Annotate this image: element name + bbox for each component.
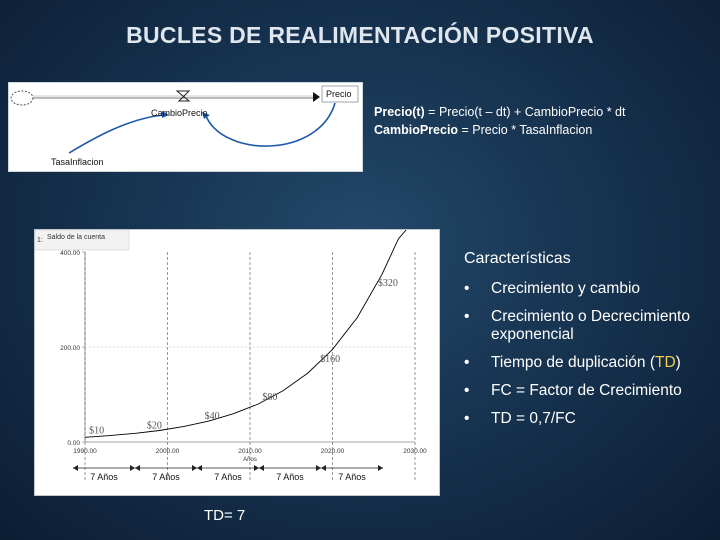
bullet-icon: • bbox=[464, 308, 470, 325]
feature-item: • Tiempo de duplicación (TD) bbox=[464, 354, 681, 371]
stock-box bbox=[321, 85, 359, 103]
interval-arrowhead bbox=[197, 465, 202, 471]
chart-panel-number: 1: bbox=[37, 237, 43, 244]
stock-label: Precio bbox=[326, 89, 352, 99]
doubling-time-label: TD= 7 bbox=[204, 507, 246, 524]
bullet-icon: • bbox=[464, 354, 470, 371]
data-label: $40 bbox=[205, 411, 220, 422]
interval-arrowhead bbox=[192, 465, 197, 471]
x-tick-label: 2020.00 bbox=[321, 448, 345, 455]
converter-label: TasaInflacion bbox=[51, 157, 104, 167]
equation-1-rhs: = Precio(t – dt) + CambioPrecio * dt bbox=[424, 105, 626, 119]
flow-label: CambioPrecio bbox=[151, 108, 208, 118]
feature-item: • Crecimiento y cambio bbox=[464, 280, 641, 297]
x-tick-label: 2010.00 bbox=[238, 448, 262, 455]
bullet-icon: • bbox=[464, 280, 470, 297]
y-tick-label: 0.00 bbox=[67, 440, 80, 447]
feedback-connector bbox=[205, 102, 336, 147]
cloud-icon bbox=[10, 90, 34, 106]
converter-connector bbox=[68, 114, 165, 154]
feature-item: • TD = 0,7/FC bbox=[464, 410, 576, 427]
data-label: $320 bbox=[378, 278, 398, 289]
interval-arrowhead bbox=[73, 465, 78, 471]
interval-label: 7 Años bbox=[276, 472, 304, 482]
flow-arrow-icon bbox=[313, 92, 320, 102]
growth-chart: 1: Saldo de la cuenta 400.00 200.00 0.00 1990… bbox=[34, 229, 440, 496]
data-label: $80 bbox=[262, 392, 277, 403]
interval-arrowhead bbox=[254, 465, 259, 471]
y-tick-label: 400.00 bbox=[60, 250, 80, 257]
chart-title: Saldo de la cuenta bbox=[47, 234, 105, 241]
data-label: $160 bbox=[320, 354, 340, 365]
interval-arrowhead bbox=[130, 465, 135, 471]
equation-1-lhs: Precio(t) bbox=[374, 105, 425, 119]
x-axis-label: Años bbox=[243, 457, 257, 463]
bullet-icon: • bbox=[464, 382, 470, 399]
interval-label: 7 Años bbox=[152, 472, 180, 482]
equation-2-rhs: = Precio * TasaInflacion bbox=[458, 123, 593, 137]
chart-header bbox=[35, 230, 130, 251]
y-tick-label: 200.00 bbox=[60, 345, 80, 352]
interval-arrowhead bbox=[259, 465, 264, 471]
interval-label: 7 Años bbox=[214, 472, 242, 482]
interval-arrowhead bbox=[321, 465, 326, 471]
features-list: • Crecimiento y cambio • Crecimiento o Dec… bbox=[464, 280, 714, 428]
x-tick-label: 1990.00 bbox=[73, 448, 97, 455]
data-label: $20 bbox=[147, 421, 162, 432]
equation-2: CambioPrecio = Precio * TasaInflacion bbox=[374, 121, 625, 139]
stock-flow-diagram: Precio CambioPrecio TasaInflacion bbox=[8, 82, 363, 172]
interval-arrowhead bbox=[378, 465, 383, 471]
x-tick-label: 2030.00 bbox=[403, 448, 427, 455]
interval-arrowhead bbox=[316, 465, 321, 471]
feature-item: • Crecimiento o Decrecimiento exponencial bbox=[464, 308, 690, 343]
bullet-icon: • bbox=[464, 410, 470, 427]
equation-2-lhs: CambioPrecio bbox=[374, 123, 459, 137]
equations: Precio(t) = Precio(t – dt) + CambioPreci… bbox=[374, 103, 625, 139]
data-label: $10 bbox=[89, 425, 104, 436]
feature-item: • FC = Factor de Crecimiento bbox=[464, 382, 682, 399]
features-title: Características bbox=[464, 250, 571, 267]
interval-arrowhead bbox=[135, 465, 140, 471]
interval-label: 7 Años bbox=[338, 472, 366, 482]
equation-1: Precio(t) = Precio(t – dt) + CambioPreci… bbox=[374, 103, 625, 121]
x-tick-label: 2000.00 bbox=[156, 448, 180, 455]
valve-icon bbox=[175, 90, 191, 102]
slide-title: BUCLES DE REALIMENTACIÓN POSITIVA bbox=[126, 22, 594, 48]
features-panel: Características • Crecimiento y cambio • C… bbox=[464, 250, 714, 438]
series-line bbox=[85, 230, 407, 438]
interval-label: 7 Años bbox=[90, 472, 118, 482]
